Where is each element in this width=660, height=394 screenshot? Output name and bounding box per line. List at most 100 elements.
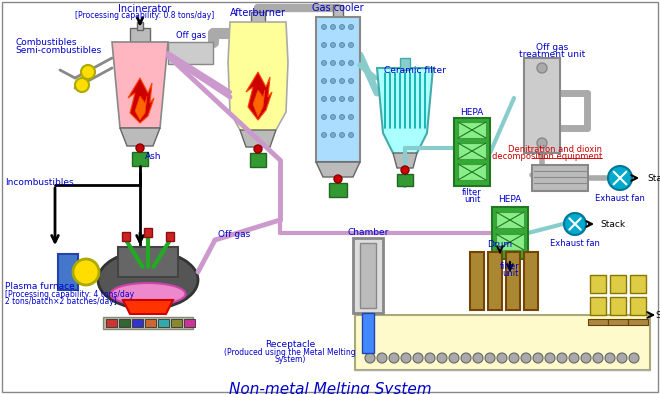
Bar xyxy=(132,152,148,166)
Text: Incombustibles: Incombustibles xyxy=(5,178,74,187)
Circle shape xyxy=(497,353,507,363)
Text: Stack: Stack xyxy=(601,219,626,229)
Circle shape xyxy=(389,353,399,363)
Circle shape xyxy=(334,175,342,183)
Text: (Produced using the Metal Melting: (Produced using the Metal Melting xyxy=(224,348,356,357)
Circle shape xyxy=(348,115,354,119)
Circle shape xyxy=(401,166,409,174)
Circle shape xyxy=(331,24,335,30)
Bar xyxy=(610,297,626,315)
Circle shape xyxy=(339,24,345,30)
Bar xyxy=(628,319,648,325)
Circle shape xyxy=(339,132,345,138)
Bar xyxy=(132,319,143,327)
Text: Exhaust fan: Exhaust fan xyxy=(550,239,600,248)
Bar xyxy=(251,12,265,22)
Bar xyxy=(58,254,78,290)
Text: Off gas: Off gas xyxy=(536,43,568,52)
Circle shape xyxy=(413,353,423,363)
Text: Denitration and dioxin: Denitration and dioxin xyxy=(508,145,602,154)
Bar xyxy=(590,297,606,315)
Circle shape xyxy=(321,43,327,48)
Circle shape xyxy=(608,166,632,190)
Polygon shape xyxy=(228,22,288,137)
Text: Combustibles: Combustibles xyxy=(15,38,77,47)
Bar xyxy=(496,212,524,228)
Bar xyxy=(496,234,524,250)
Circle shape xyxy=(581,353,591,363)
Circle shape xyxy=(461,353,471,363)
Circle shape xyxy=(331,97,335,102)
Text: Receptacle: Receptacle xyxy=(265,340,315,349)
Bar xyxy=(454,118,490,186)
Circle shape xyxy=(557,353,567,363)
Circle shape xyxy=(348,78,354,84)
Bar xyxy=(316,17,360,162)
Text: decomposition equipment: decomposition equipment xyxy=(492,152,602,161)
Bar xyxy=(329,183,347,197)
Bar xyxy=(119,319,130,327)
Circle shape xyxy=(348,61,354,65)
Circle shape xyxy=(321,132,327,138)
Bar xyxy=(470,252,484,310)
Circle shape xyxy=(339,97,345,102)
Bar xyxy=(362,313,374,353)
Circle shape xyxy=(73,259,99,285)
Bar xyxy=(458,164,486,180)
Bar xyxy=(130,28,150,42)
Circle shape xyxy=(321,97,327,102)
Circle shape xyxy=(564,213,586,235)
Circle shape xyxy=(401,353,411,363)
Text: Non-metal Melting System: Non-metal Melting System xyxy=(228,382,432,394)
Polygon shape xyxy=(393,153,417,168)
Text: Chamber: Chamber xyxy=(347,228,389,237)
Circle shape xyxy=(321,78,327,84)
Bar xyxy=(492,207,528,259)
Circle shape xyxy=(321,61,327,65)
Text: Afterburner: Afterburner xyxy=(230,8,286,18)
Circle shape xyxy=(437,353,447,363)
Bar xyxy=(144,228,152,237)
Circle shape xyxy=(473,353,483,363)
Bar xyxy=(145,319,156,327)
Bar xyxy=(166,232,174,241)
Ellipse shape xyxy=(110,283,185,305)
Text: HEPA: HEPA xyxy=(498,195,521,204)
Bar xyxy=(355,315,650,370)
Bar xyxy=(250,153,266,167)
Text: Incinerator: Incinerator xyxy=(118,4,172,14)
Bar xyxy=(106,319,117,327)
Bar xyxy=(122,232,130,241)
Text: Drum: Drum xyxy=(488,240,513,249)
Bar xyxy=(506,252,520,310)
Text: Semi-combustibles: Semi-combustibles xyxy=(15,46,101,55)
Text: Off gas: Off gas xyxy=(218,230,250,239)
Circle shape xyxy=(339,43,345,48)
Bar xyxy=(103,317,193,329)
Circle shape xyxy=(348,43,354,48)
Text: filter: filter xyxy=(462,188,482,197)
Circle shape xyxy=(521,353,531,363)
Polygon shape xyxy=(112,42,168,128)
Bar xyxy=(360,243,376,308)
Circle shape xyxy=(365,353,375,363)
Circle shape xyxy=(331,115,335,119)
Text: 2 tons/batch×2 batches/day]: 2 tons/batch×2 batches/day] xyxy=(5,297,117,306)
Polygon shape xyxy=(240,130,276,147)
Bar xyxy=(400,58,410,70)
Bar xyxy=(608,319,628,325)
Bar xyxy=(488,252,502,310)
Text: Plasma furnace: Plasma furnace xyxy=(5,282,75,291)
Circle shape xyxy=(331,132,335,138)
Text: Storage: Storage xyxy=(655,310,660,320)
Circle shape xyxy=(81,65,95,79)
Circle shape xyxy=(75,78,89,92)
Circle shape xyxy=(509,353,519,363)
Bar xyxy=(524,58,560,153)
Text: Stack: Stack xyxy=(647,173,660,182)
Text: Off gas: Off gas xyxy=(176,31,206,40)
Bar xyxy=(158,319,169,327)
Text: Ash: Ash xyxy=(145,152,162,161)
Bar xyxy=(333,5,343,17)
Circle shape xyxy=(331,43,335,48)
